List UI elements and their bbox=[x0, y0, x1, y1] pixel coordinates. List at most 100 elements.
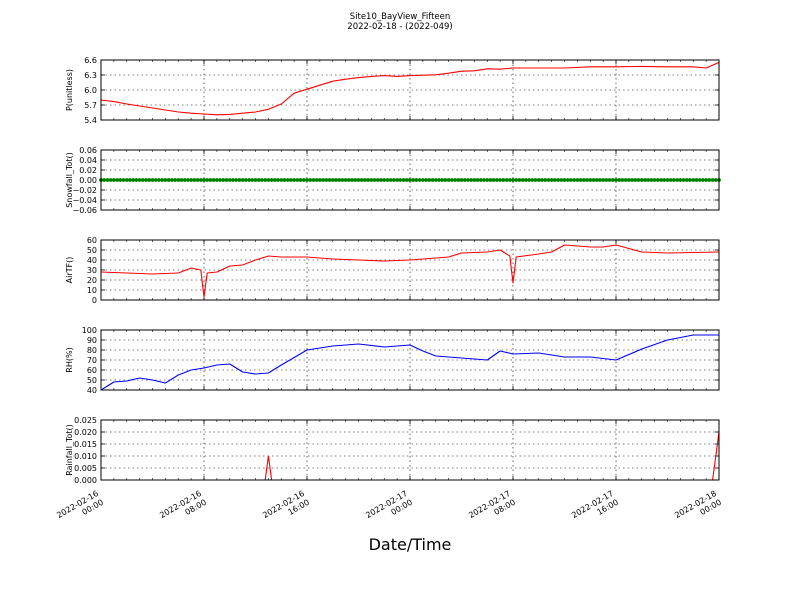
data-point bbox=[218, 178, 223, 182]
data-point bbox=[694, 178, 699, 182]
data-point bbox=[108, 178, 113, 182]
data-point bbox=[511, 178, 515, 182]
data-point bbox=[340, 178, 345, 182]
data-point bbox=[160, 178, 165, 182]
data-point bbox=[588, 178, 593, 182]
data-point bbox=[504, 178, 509, 182]
y-tick-label: −0.04 bbox=[72, 196, 97, 205]
data-point bbox=[366, 178, 371, 182]
data-point bbox=[398, 178, 403, 182]
data-point bbox=[115, 178, 119, 182]
data-point bbox=[569, 178, 573, 182]
data-point bbox=[546, 178, 551, 182]
y-tick-label: 90 bbox=[87, 336, 97, 345]
axes-frame bbox=[100, 59, 720, 121]
data-point bbox=[395, 178, 399, 182]
y-tick-label: 0.00 bbox=[79, 176, 97, 185]
data-point bbox=[144, 178, 149, 182]
data-point bbox=[346, 178, 351, 182]
data-point bbox=[311, 178, 316, 182]
data-point bbox=[369, 178, 374, 182]
data-point bbox=[578, 178, 583, 182]
data-point bbox=[627, 178, 631, 182]
data-point bbox=[314, 178, 319, 182]
data-point bbox=[707, 178, 712, 182]
data-point bbox=[327, 178, 332, 182]
data-point bbox=[453, 178, 457, 182]
y-tick-label: 70 bbox=[87, 356, 97, 365]
data-point bbox=[462, 178, 467, 182]
data-point bbox=[305, 178, 309, 182]
y-axis-label: Rainfall_Tot() bbox=[65, 424, 74, 476]
data-point bbox=[688, 178, 692, 182]
data-point bbox=[411, 178, 416, 182]
data-point bbox=[330, 178, 335, 182]
data-point bbox=[124, 178, 129, 182]
data-point bbox=[208, 178, 213, 182]
data-point bbox=[356, 178, 361, 182]
data-point bbox=[446, 178, 451, 182]
data-point bbox=[449, 178, 454, 182]
data-point bbox=[279, 178, 284, 182]
data-point bbox=[581, 178, 586, 182]
y-tick-label: 40 bbox=[87, 256, 97, 265]
data-point bbox=[234, 178, 239, 182]
x-tick-label: 2022-02-1616:00 bbox=[261, 489, 311, 529]
data-point bbox=[263, 178, 268, 182]
data-point bbox=[488, 178, 493, 182]
y-tick-label: 0 bbox=[92, 296, 97, 305]
series-line bbox=[100, 61, 720, 116]
data-point bbox=[430, 178, 435, 182]
data-point bbox=[189, 178, 194, 182]
data-point bbox=[440, 178, 445, 182]
data-point bbox=[501, 178, 506, 182]
data-point bbox=[256, 178, 261, 182]
y-tick-label: 0.005 bbox=[74, 464, 97, 473]
y-tick-label: 0.04 bbox=[79, 156, 97, 165]
data-point bbox=[105, 178, 110, 182]
data-point bbox=[173, 178, 177, 182]
y-tick-label: 6.0 bbox=[84, 86, 97, 95]
data-point bbox=[421, 178, 425, 182]
data-point bbox=[649, 178, 654, 182]
data-point bbox=[318, 178, 322, 182]
data-point bbox=[163, 178, 168, 182]
data-point bbox=[459, 178, 464, 182]
data-point bbox=[697, 178, 702, 182]
y-tick-label: 5.4 bbox=[84, 116, 97, 125]
data-point bbox=[382, 178, 387, 182]
data-point bbox=[639, 178, 644, 182]
data-point bbox=[102, 178, 107, 182]
y-tick-label: 0.025 bbox=[74, 416, 97, 425]
data-point bbox=[549, 178, 554, 182]
y-tick-label: 50 bbox=[87, 376, 97, 385]
data-point bbox=[456, 178, 461, 182]
data-point bbox=[668, 178, 673, 182]
x-tick-label: 2022-02-1708:00 bbox=[467, 489, 517, 529]
data-point bbox=[498, 178, 502, 182]
data-point bbox=[240, 178, 245, 182]
data-point bbox=[308, 178, 313, 182]
panel-2: −0.06−0.04−0.020.000.020.040.06 Snowfall_… bbox=[65, 146, 721, 215]
data-point bbox=[112, 178, 116, 182]
data-point bbox=[495, 178, 499, 182]
data-point bbox=[556, 178, 560, 182]
data-point bbox=[179, 178, 184, 182]
x-tick-label: 2022-02-1608:00 bbox=[158, 489, 208, 529]
data-point bbox=[598, 178, 602, 182]
data-point bbox=[507, 178, 512, 182]
data-point bbox=[195, 178, 200, 182]
data-point bbox=[343, 178, 348, 182]
x-tick-label: 2022-02-1716:00 bbox=[570, 489, 620, 529]
data-point bbox=[359, 178, 364, 182]
data-point bbox=[565, 178, 570, 182]
data-point bbox=[713, 178, 718, 182]
data-point bbox=[298, 178, 303, 182]
data-point bbox=[176, 178, 181, 182]
data-point bbox=[530, 178, 535, 182]
y-tick-label: 60 bbox=[87, 366, 97, 375]
y-tick-label: −0.02 bbox=[72, 186, 97, 195]
data-point bbox=[478, 178, 483, 182]
